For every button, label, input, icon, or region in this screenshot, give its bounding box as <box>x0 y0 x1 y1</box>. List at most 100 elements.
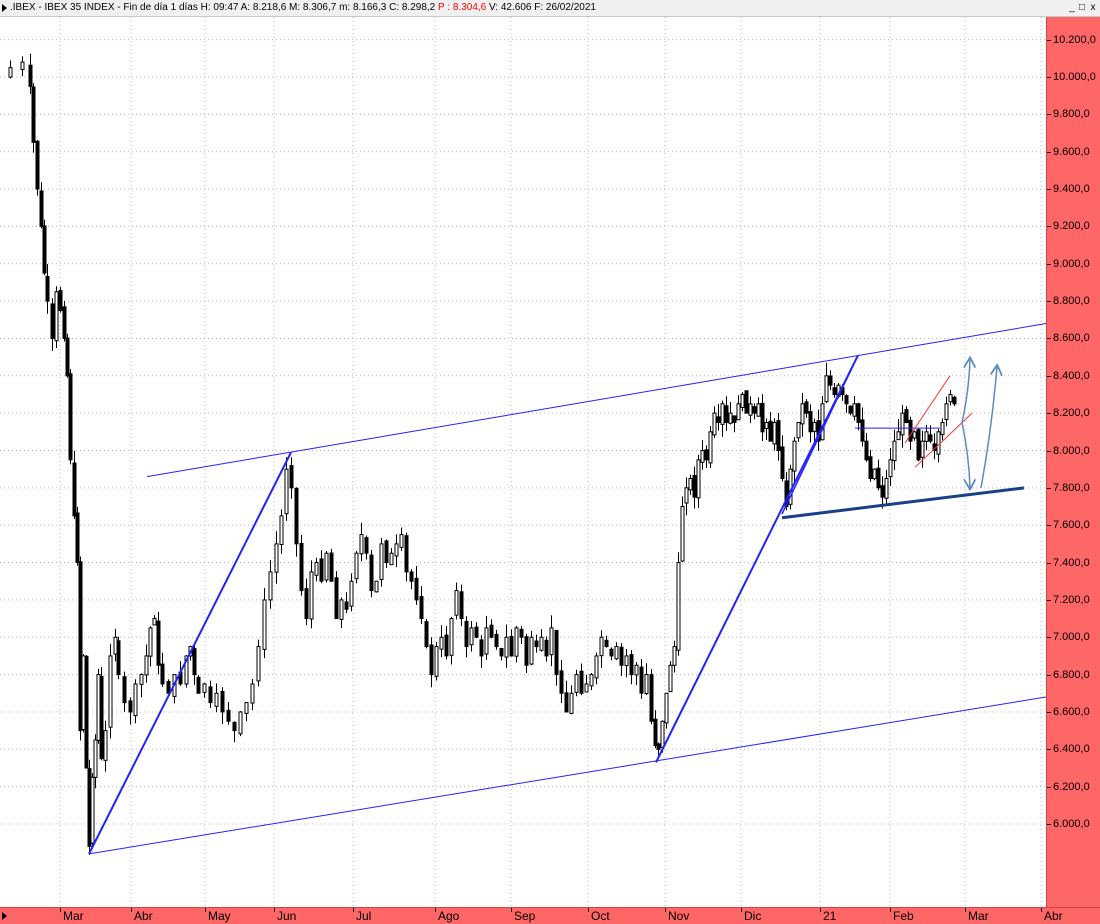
y-tick-label: 7.800,0 <box>1053 481 1090 494</box>
candle-down <box>760 402 765 433</box>
y-tick-label: 6.000,0 <box>1053 818 1090 830</box>
candle-down <box>299 542 304 592</box>
candle-up <box>268 571 273 601</box>
candle-down <box>776 420 781 452</box>
candle-up <box>740 393 745 408</box>
y-tick-label: 8.200,0 <box>1053 407 1090 420</box>
y-tick <box>1047 786 1051 788</box>
candle-up <box>439 636 444 650</box>
candle-up <box>569 692 574 714</box>
candle-down <box>196 676 201 694</box>
candle-up <box>676 562 681 651</box>
candle-up <box>574 674 579 693</box>
candle-up <box>660 720 665 748</box>
y-tick <box>1047 338 1051 340</box>
candle-up <box>824 375 829 403</box>
x-tick-label: Mar <box>968 909 989 923</box>
candle-up <box>256 646 261 682</box>
candle-down <box>65 337 70 377</box>
y-tick <box>1047 450 1051 452</box>
time-axis[interactable]: Mar Abr May Jun Jul Ago Sep Oct Nov Dic 21 Feb Mar Ab… <box>0 907 1100 924</box>
y-tick-label: 8.000,0 <box>1053 444 1090 457</box>
candle-down <box>519 628 524 638</box>
candle-up <box>454 590 459 616</box>
candle-up <box>504 636 509 658</box>
red-channel-lower <box>914 412 973 468</box>
maximize-button[interactable]: □ <box>1078 2 1086 13</box>
candle-up <box>884 478 889 499</box>
candle-down <box>35 140 40 190</box>
candle-up <box>202 683 207 693</box>
y-tick-label: 10.000,0 <box>1053 71 1096 83</box>
chart-plot-area[interactable] <box>0 17 1046 907</box>
candle-up <box>614 646 619 660</box>
x-tick-label: May <box>208 909 231 923</box>
x-tick-label: Abr <box>134 909 153 923</box>
candle-up <box>688 478 693 491</box>
x-tick <box>435 908 436 912</box>
y-tick-label: 9.600,0 <box>1053 145 1090 158</box>
candle-down <box>928 434 933 442</box>
candle-up <box>279 515 284 546</box>
candle-up <box>756 403 761 417</box>
x-tick <box>131 908 132 912</box>
candle-down <box>564 692 569 713</box>
candle-down <box>649 674 654 722</box>
menu-arrow-icon[interactable] <box>2 4 7 12</box>
candle-up <box>634 664 639 676</box>
candle-up <box>133 683 138 717</box>
candle-up <box>584 683 589 693</box>
candle-down <box>828 375 833 386</box>
candle-up <box>812 421 817 432</box>
x-tick <box>665 908 666 912</box>
y-tick-label: 6.800,0 <box>1053 668 1090 681</box>
y-tick-label: 6.400,0 <box>1053 743 1090 756</box>
chart-svg <box>0 17 1046 907</box>
y-tick-label: 9.800,0 <box>1053 108 1090 121</box>
candle-down <box>579 670 584 694</box>
candle-down <box>609 648 614 657</box>
candle-down <box>42 225 47 274</box>
candle-up <box>772 421 777 445</box>
close-button[interactable]: x <box>1090 2 1096 13</box>
candle-up <box>484 627 489 655</box>
candle-down <box>499 648 504 657</box>
rise-trendline-2 <box>655 354 859 763</box>
y-tick <box>1047 525 1051 527</box>
candle-down <box>39 190 44 227</box>
title-stats: .IBEX - IBEX 35 INDEX - Fin de día 1 día… <box>10 2 439 13</box>
candle-down <box>544 639 549 657</box>
x-tick-label: Sep <box>514 909 536 923</box>
candle-down <box>604 639 609 648</box>
candle-up <box>892 440 897 462</box>
candle-up <box>948 393 953 403</box>
support-line <box>781 486 1025 520</box>
candle-down <box>639 666 644 694</box>
candle-down <box>45 275 50 302</box>
candle-up <box>696 459 701 499</box>
minimize-button[interactable]: _ <box>1069 2 1075 13</box>
price-axis[interactable]: 6.000,0 6.200,0 6.400,0 6.600,0 6.800,0 7.000… <box>1046 17 1100 907</box>
candle-up <box>20 61 25 71</box>
candle-up <box>434 646 439 677</box>
candle-down <box>160 663 165 685</box>
candle-up <box>324 552 329 581</box>
scroll-arrow-icon[interactable] <box>2 912 7 920</box>
x-tick <box>511 908 512 912</box>
x-tick-label: Abr <box>1044 909 1063 923</box>
x-tick-label: Dic <box>744 909 762 923</box>
candle-up <box>274 543 279 573</box>
candle-up <box>920 440 925 458</box>
candle-up <box>54 291 59 342</box>
candle-down <box>952 396 957 405</box>
candle-down <box>653 718 658 747</box>
candle-down <box>156 620 161 666</box>
candle-up <box>8 67 13 78</box>
candle-up <box>238 711 243 735</box>
candle-down <box>28 64 33 87</box>
y-tick-label: 7.200,0 <box>1053 593 1090 606</box>
candle-down <box>444 634 449 657</box>
x-tick <box>965 908 966 912</box>
candle-up <box>599 636 604 657</box>
candle-down <box>232 721 237 732</box>
